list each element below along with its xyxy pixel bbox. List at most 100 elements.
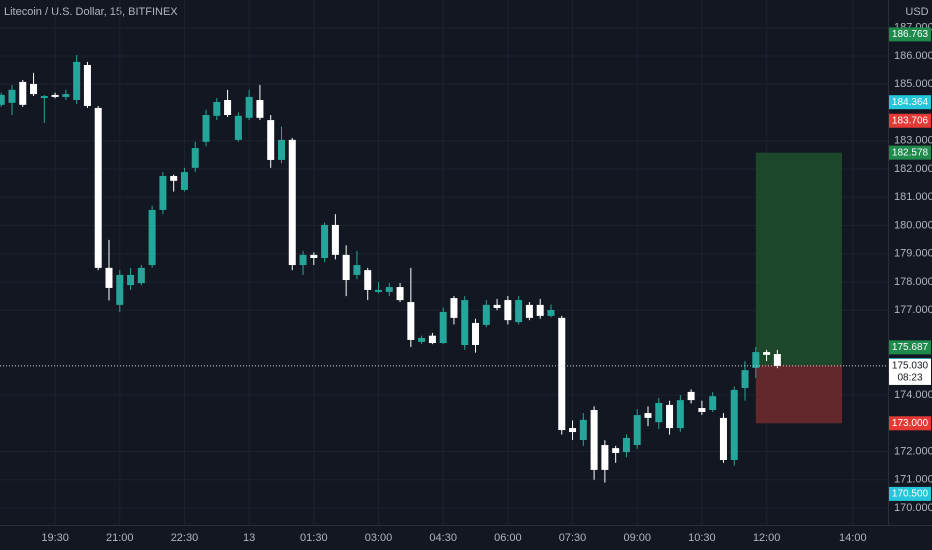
candle-body — [450, 298, 458, 318]
candle-body — [676, 400, 684, 429]
price-tag — [889, 113, 931, 128]
x-tick-label: 10:30 — [688, 532, 716, 544]
candle-body — [40, 96, 48, 99]
candle-body — [633, 415, 641, 446]
candle-body — [353, 265, 361, 275]
candle-body — [525, 304, 533, 318]
candle-body — [224, 100, 232, 116]
candle-body — [256, 100, 264, 118]
candle-body — [590, 409, 598, 470]
candle-body — [277, 139, 285, 160]
x-tick-label: 07:30 — [559, 532, 587, 544]
candle-body — [612, 448, 620, 453]
y-tick-label: 172.000 — [894, 445, 932, 457]
candle-body — [180, 172, 188, 190]
candle-body — [62, 94, 70, 97]
chart-title: Litecoin / U.S. Dollar, 15, BITFINEX — [4, 6, 178, 18]
y-tick-label: 181.000 — [894, 191, 932, 203]
x-tick-label: 19:30 — [41, 532, 69, 544]
y-tick-label: 179.000 — [894, 248, 932, 260]
candle-body — [439, 311, 447, 344]
candle-body — [428, 335, 436, 344]
price-tag-label: 184.364 — [892, 97, 929, 108]
candle-body — [655, 402, 663, 423]
last-price-tag — [889, 358, 931, 385]
candle-body — [719, 417, 727, 461]
candle-body — [148, 209, 156, 266]
candle-body — [730, 389, 738, 461]
profit-zone — [755, 152, 843, 366]
y-tick-label: 182.000 — [894, 163, 932, 175]
x-tick-label: 14:00 — [839, 532, 867, 544]
candle-body — [741, 370, 749, 388]
candle-body — [299, 254, 307, 266]
candle-body — [116, 274, 124, 305]
price-tag — [889, 416, 931, 431]
candle-body — [601, 445, 609, 470]
y-tick-label: 186.000 — [894, 50, 932, 62]
candle-body — [213, 102, 221, 116]
x-tick-label: 09:00 — [623, 532, 651, 544]
candle-body — [202, 115, 210, 142]
x-tick-label: 06:00 — [494, 532, 522, 544]
price-tag — [889, 95, 931, 110]
y-tick-label: 170.000 — [894, 502, 932, 514]
candle-body — [547, 309, 555, 316]
candle-body — [504, 300, 512, 321]
candle-body — [19, 81, 27, 105]
candle-body — [105, 267, 113, 288]
candle-body — [0, 94, 5, 105]
candle-body — [310, 254, 318, 258]
candle-body — [536, 304, 544, 316]
x-tick-label: 22:30 — [171, 532, 199, 544]
price-tag-label: 182.578 — [892, 147, 929, 158]
price-tag-label: 173.000 — [892, 418, 929, 429]
price-tag — [889, 340, 931, 355]
y-tick-label: 183.000 — [894, 135, 932, 147]
candle-body — [579, 419, 587, 440]
x-tick-label: 13 — [243, 532, 255, 544]
x-tick-label: 01:30 — [300, 532, 328, 544]
y-tick-label: 185.000 — [894, 78, 932, 90]
candle-body — [644, 413, 652, 418]
price-tag — [889, 145, 931, 160]
candle-body — [73, 61, 81, 101]
candle-body — [288, 139, 296, 266]
candle-body — [418, 337, 426, 342]
y-tick-label: 174.000 — [894, 389, 932, 401]
price-tag — [889, 27, 931, 42]
candle-body — [396, 287, 404, 301]
candle-body — [170, 176, 178, 181]
y-tick-label: 180.000 — [894, 219, 932, 231]
price-tag-label: 170.500 — [892, 489, 929, 500]
candle-body — [94, 107, 102, 268]
candle-body — [515, 300, 523, 323]
candle-body — [331, 224, 339, 255]
candle-body — [666, 404, 674, 429]
candle-body — [191, 148, 199, 168]
candle-body — [407, 302, 415, 340]
y-tick-label: 177.000 — [894, 304, 932, 316]
x-tick-label: 12:00 — [753, 532, 781, 544]
countdown-label: 08:23 — [897, 373, 922, 384]
x-tick-label: 21:00 — [106, 532, 134, 544]
candle-body — [342, 254, 350, 281]
candle-body — [709, 396, 717, 410]
candle-body — [622, 437, 630, 453]
candle-body — [569, 428, 577, 433]
candle-body — [687, 391, 695, 401]
last-price-label: 175.030 — [892, 361, 929, 372]
x-tick-label: 03:00 — [365, 532, 393, 544]
candle-body — [83, 64, 91, 106]
candle-body — [472, 322, 480, 346]
candle-body — [127, 274, 135, 286]
candle-body — [321, 224, 329, 258]
candle-body — [364, 270, 372, 290]
y-tick-label: 178.000 — [894, 276, 932, 288]
candle-body — [698, 408, 706, 412]
currency[interactable]: USD — [905, 6, 928, 18]
y-tick-label: 171.000 — [894, 474, 932, 486]
candle-body — [773, 354, 781, 366]
candle-body — [245, 96, 253, 118]
